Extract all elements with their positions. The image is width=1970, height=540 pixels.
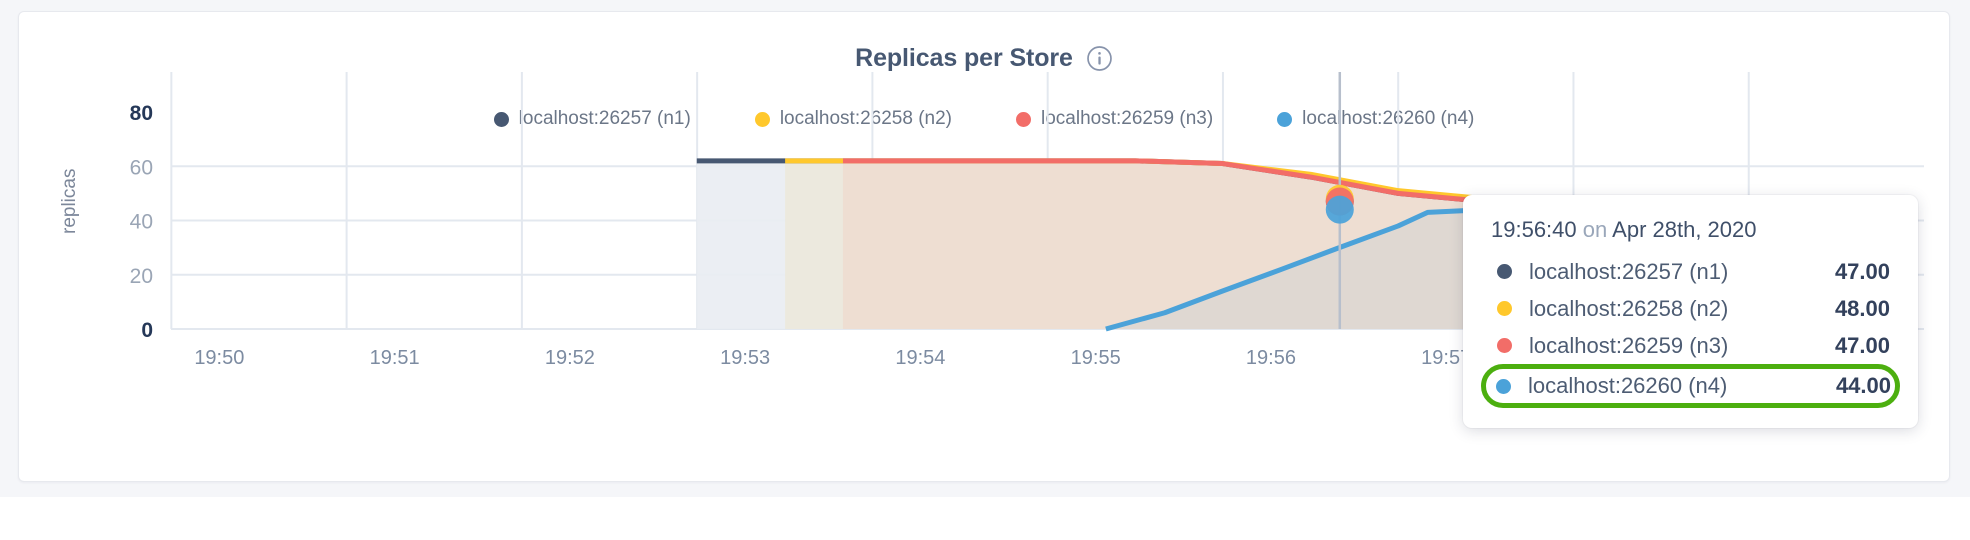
tooltip-series-dot — [1497, 338, 1512, 353]
tooltip-series-dot — [1496, 378, 1511, 394]
tooltip-on-word: on — [1582, 217, 1608, 242]
legend-color-dot — [1016, 111, 1031, 127]
page-title: Replicas per Store — [855, 44, 1073, 72]
chart-header: Replicas per Store — [19, 44, 1949, 73]
svg-text:0: 0 — [141, 319, 153, 342]
info-icon[interactable] — [1086, 45, 1113, 72]
svg-text:19:52: 19:52 — [545, 347, 595, 369]
svg-text:19:55: 19:55 — [1071, 347, 1121, 369]
tooltip-rows: localhost:26257 (n1) 47.00 localhost:26258… — [1481, 253, 1900, 408]
svg-text:19:54: 19:54 — [895, 347, 945, 369]
tooltip-time: 19:56:40 — [1491, 217, 1577, 242]
legend-item[interactable]: localhost:26258 (n2) — [754, 108, 952, 130]
tooltip-series-value: 44.00 — [1835, 373, 1891, 398]
legend-item[interactable]: localhost:26257 (n1) — [493, 108, 691, 130]
legend-item[interactable]: localhost:26260 (n4) — [1277, 108, 1474, 130]
svg-text:19:56: 19:56 — [1246, 347, 1296, 369]
svg-text:40: 40 — [130, 211, 153, 234]
legend-item-label: localhost:26258 (n2) — [779, 108, 952, 129]
svg-text:19:53: 19:53 — [720, 347, 770, 369]
tooltip-row-highlighted: localhost:26260 (n4) 44.00 — [1481, 364, 1900, 408]
tooltip-series-label: localhost:26260 (n4) — [1528, 373, 1728, 398]
legend-item-label: localhost:26260 (n4) — [1302, 108, 1475, 129]
tooltip-row: localhost:26259 (n3) 47.00 — [1491, 327, 1890, 364]
tooltip-series-dot — [1497, 264, 1512, 279]
legend-item-label: localhost:26259 (n3) — [1041, 108, 1214, 129]
svg-text:60: 60 — [130, 156, 153, 179]
svg-text:19:57: 19:57 — [1421, 347, 1471, 369]
svg-text:19:51: 19:51 — [370, 347, 420, 369]
tooltip-series-value: 47.00 — [1834, 258, 1890, 284]
legend-color-dot — [754, 111, 770, 127]
tooltip-series-label: localhost:26259 (n3) — [1529, 332, 1729, 358]
tooltip-series-value: 47.00 — [1834, 332, 1890, 358]
legend-item[interactable]: localhost:26259 (n3) — [1016, 108, 1213, 130]
crosshair-point — [1325, 195, 1354, 224]
tooltip-series-dot — [1497, 301, 1512, 316]
tooltip-row: localhost:26258 (n2) 48.00 — [1491, 290, 1890, 327]
tooltip-series-label: localhost:26258 (n2) — [1529, 295, 1729, 321]
tooltip-date: Apr 28th, 2020 — [1612, 217, 1757, 242]
tooltip-row: localhost:26257 (n1) 47.00 — [1491, 253, 1890, 290]
y-axis-ticks: 0 20 40 60 80 — [130, 102, 153, 342]
legend-color-dot — [1277, 111, 1293, 127]
chart-tooltip: 19:56:40 on Apr 28th, 2020 localhost:262… — [1463, 195, 1918, 428]
svg-text:80: 80 — [130, 102, 153, 125]
chart-legend: localhost:26257 (n1) localhost:26258 (n2)… — [19, 108, 1949, 130]
svg-text:19:50: 19:50 — [194, 347, 244, 369]
svg-text:20: 20 — [130, 265, 153, 288]
tooltip-series-value: 48.00 — [1834, 295, 1890, 321]
tooltip-series-label: localhost:26257 (n1) — [1529, 258, 1729, 284]
tooltip-header: 19:56:40 on Apr 28th, 2020 — [1491, 217, 1890, 243]
chart-card: Replicas per Store localhost:26257 (n1) l… — [18, 11, 1950, 482]
legend-item-label: localhost:26257 (n1) — [518, 108, 691, 129]
legend-color-dot — [493, 111, 509, 127]
crosshair-markers — [1325, 184, 1354, 224]
